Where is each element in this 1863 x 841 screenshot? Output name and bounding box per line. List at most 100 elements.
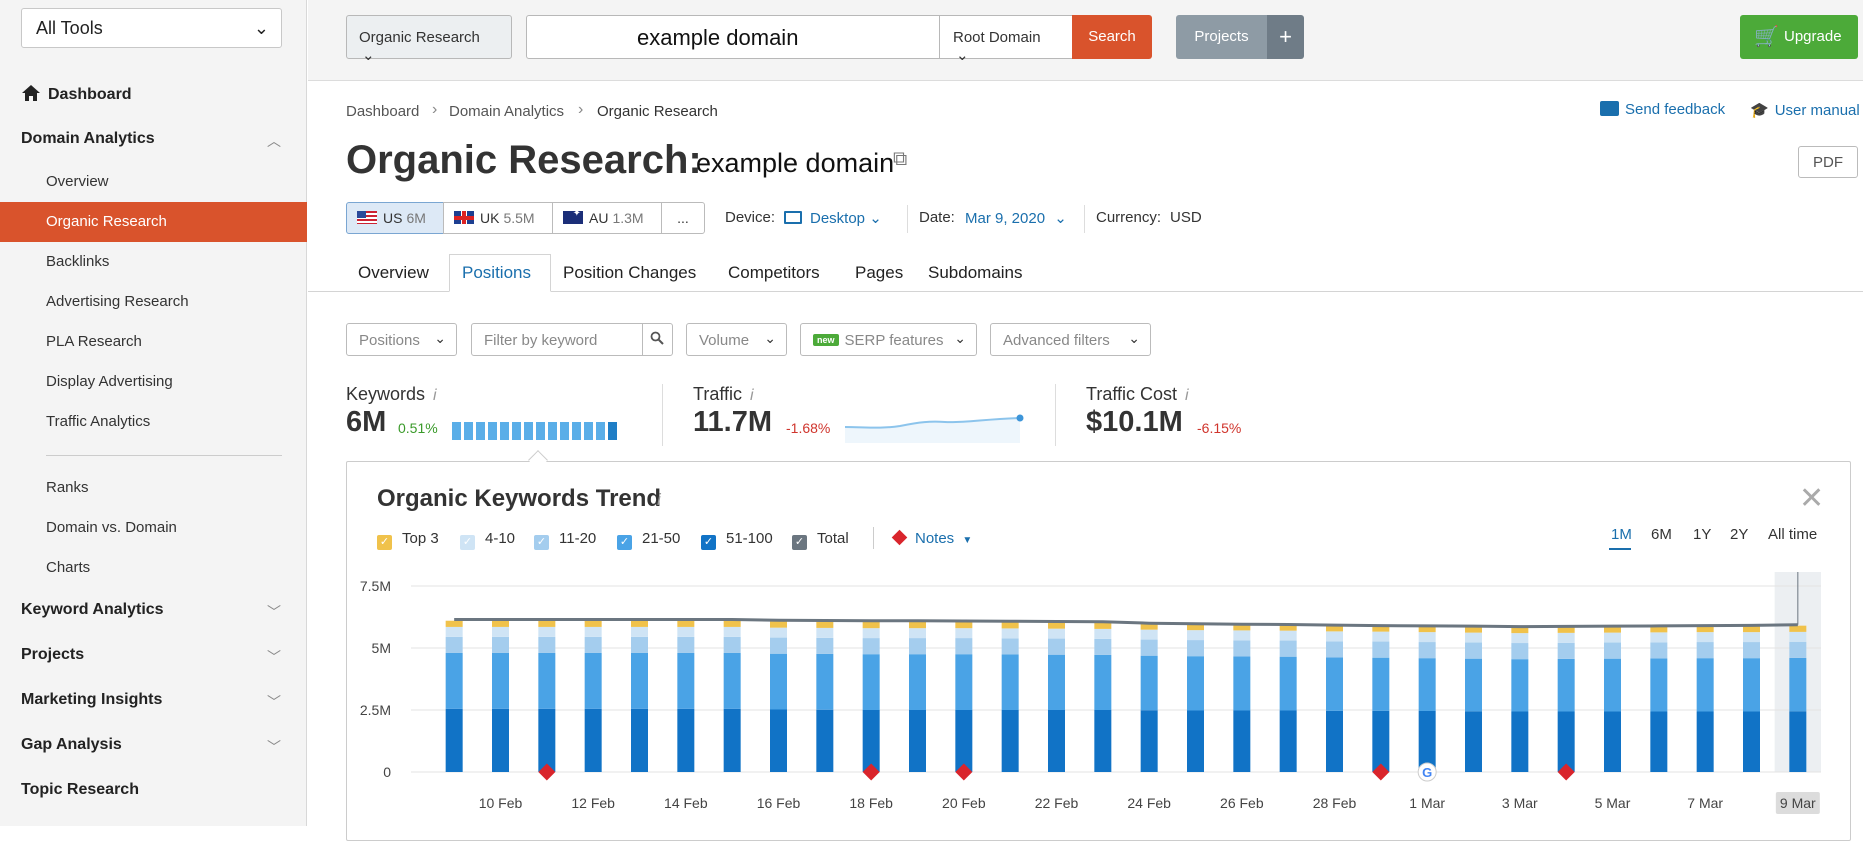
bar-segment xyxy=(1696,632,1714,643)
bar-segment xyxy=(816,627,834,638)
sidebar-item-ranks[interactable]: Ranks xyxy=(46,479,89,496)
organic-keywords-chart[interactable]: 0 2.5M 5M 7.5M G 10 Feb 12 Feb 14 Feb 16 Feb 18 F… xyxy=(346,562,1851,826)
divider xyxy=(907,205,908,233)
legend-51-100[interactable]: ✓ 51-100 xyxy=(701,530,773,550)
bar-segment xyxy=(1001,628,1019,639)
keywords-kpi-value[interactable]: 6M xyxy=(346,406,387,438)
close-icon[interactable]: ✕ xyxy=(1799,482,1825,515)
info-icon[interactable]: i xyxy=(1185,387,1189,404)
range-all-time[interactable]: All time xyxy=(1768,526,1818,543)
search-icon[interactable] xyxy=(642,323,673,356)
send-feedback-link[interactable]: Send feedback xyxy=(1600,101,1725,118)
sidebar-item-traffic-analytics[interactable]: Traffic Analytics xyxy=(46,413,151,430)
bar-segment xyxy=(445,626,463,637)
range-2y[interactable]: 2Y xyxy=(1730,526,1749,543)
database-us-button[interactable]: US 6M xyxy=(346,202,444,234)
tab-pages[interactable]: Pages xyxy=(855,263,904,282)
projects-button[interactable]: Projects xyxy=(1176,15,1267,59)
bar-segment xyxy=(909,654,926,710)
chevron-down-icon[interactable]: ﹀ xyxy=(267,739,281,755)
tab-position-changes[interactable]: Position Changes xyxy=(563,263,697,282)
breadcrumb-dashboard[interactable]: Dashboard xyxy=(346,103,420,120)
sidebar-item-overview[interactable]: Overview xyxy=(46,173,109,190)
sidebar-item-pla-research[interactable]: PLA Research xyxy=(46,333,142,350)
traffic-kpi-value[interactable]: 11.7M xyxy=(693,406,772,438)
bar-segment xyxy=(1789,625,1807,632)
bar-segment xyxy=(1140,629,1158,640)
database-uk-button[interactable]: UK 5.5M xyxy=(443,202,553,234)
range-1y[interactable]: 1Y xyxy=(1693,526,1712,543)
x-tick-label: 10 Feb xyxy=(479,795,523,811)
bar-segment xyxy=(1557,642,1575,659)
chevron-right-icon: › xyxy=(578,101,584,118)
bar-segment xyxy=(1789,641,1807,658)
database-au-button[interactable]: AU1.3M xyxy=(552,202,662,234)
more-databases-button[interactable]: ... xyxy=(661,202,705,234)
legend-top3[interactable]: ✓ Top 3 xyxy=(377,530,439,550)
legend-4-10[interactable]: ✓ 4-10 xyxy=(460,530,515,550)
sidebar-item-topic-research[interactable]: Topic Research xyxy=(21,781,139,798)
advanced-filters-button[interactable]: Advanced filters ⌄ xyxy=(990,323,1151,356)
sidebar-section-domain-analytics[interactable]: Domain Analytics xyxy=(21,130,155,148)
all-tools-select[interactable]: All Tools ⌄ xyxy=(21,8,282,48)
legend-11-20[interactable]: ✓ 11-20 xyxy=(534,530,596,550)
sidebar-item-backlinks[interactable]: Backlinks xyxy=(46,253,110,270)
bar-segment xyxy=(909,710,926,772)
chevron-down-icon[interactable]: ﹀ xyxy=(267,649,281,665)
upgrade-button[interactable]: 🛒 Upgrade xyxy=(1740,15,1858,59)
tool-dropdown[interactable]: Organic Research ⌄ xyxy=(346,15,512,64)
tab-subdomains[interactable]: Subdomains xyxy=(928,263,1023,282)
sidebar-section-marketing-insights[interactable]: Marketing Insights xyxy=(21,691,163,708)
sidebar-item-display-advertising[interactable]: Display Advertising xyxy=(46,373,173,390)
note-diamond-icon xyxy=(891,529,908,546)
tab-overview[interactable]: Overview xyxy=(358,263,429,282)
serp-features-filter[interactable]: new SERP features ⌄ xyxy=(800,323,977,356)
page-domain: example domain xyxy=(696,148,895,178)
chevron-down-icon: ⌄ xyxy=(1128,330,1140,346)
notes-dropdown[interactable]: Notes ▼ xyxy=(891,529,972,547)
legend-total[interactable]: ✓ Total xyxy=(792,530,849,550)
search-button[interactable]: Search xyxy=(1072,15,1152,59)
tab-positions[interactable]: Positions xyxy=(462,263,531,282)
sidebar-section-gap-analysis[interactable]: Gap Analysis xyxy=(21,736,122,753)
keyword-filter-input[interactable]: Filter by keyword xyxy=(471,323,643,356)
info-icon[interactable]: i xyxy=(750,387,754,404)
sidebar-item-charts[interactable]: Charts xyxy=(46,559,91,576)
sidebar-item-dashboard[interactable]: Dashboard xyxy=(21,84,132,104)
add-project-button[interactable]: + xyxy=(1267,15,1304,59)
chevron-down-icon[interactable]: ﹀ xyxy=(267,694,281,710)
bar-segment xyxy=(862,654,880,710)
traffic-cost-kpi-change: -6.15% xyxy=(1197,420,1242,436)
positions-filter[interactable]: Positions ⌄ xyxy=(346,323,457,356)
sidebar-item-advertising-research[interactable]: Advertising Research xyxy=(46,293,189,310)
chevron-down-icon[interactable]: ﹀ xyxy=(267,604,281,620)
volume-filter[interactable]: Volume ⌄ xyxy=(686,323,787,356)
bar-segment xyxy=(1465,626,1482,633)
range-1m[interactable]: 1M xyxy=(1611,526,1632,543)
sidebar-item-domain-vs-domain[interactable]: Domain vs. Domain xyxy=(46,519,177,536)
date-dropdown[interactable]: Mar 9, 2020 ⌄ xyxy=(965,209,1067,227)
info-icon[interactable]: i xyxy=(433,387,437,404)
user-manual-link[interactable]: 🎓 User manual xyxy=(1750,101,1860,119)
pdf-export-button[interactable]: PDF xyxy=(1798,146,1858,178)
tab-competitors[interactable]: Competitors xyxy=(728,263,820,282)
chevron-up-icon[interactable]: ︿ xyxy=(267,133,281,149)
legend-label: 21-50 xyxy=(642,530,681,547)
device-dropdown[interactable]: Desktop ⌄ xyxy=(784,209,882,227)
scope-dropdown[interactable]: Root Domain ⌄ xyxy=(939,15,1074,64)
info-icon[interactable]: i xyxy=(657,490,661,509)
range-6m[interactable]: 6M xyxy=(1651,526,1672,543)
bar-segment xyxy=(723,708,741,772)
legend-21-50[interactable]: ✓ 21-50 xyxy=(617,530,680,550)
bar-segment xyxy=(1743,711,1760,772)
external-link-icon[interactable]: ⧉ xyxy=(893,148,908,170)
domain-search-input[interactable]: example domain xyxy=(526,15,940,59)
bar-segment xyxy=(492,636,509,653)
sidebar-item-organic-research[interactable]: Organic Research xyxy=(46,213,167,230)
sidebar-section-projects[interactable]: Projects xyxy=(21,646,85,663)
monitor-icon xyxy=(784,211,802,224)
sidebar-section-keyword-analytics[interactable]: Keyword Analytics xyxy=(21,601,164,618)
traffic-cost-kpi-value[interactable]: $10.1M xyxy=(1086,406,1183,438)
breadcrumb-domain-analytics[interactable]: Domain Analytics xyxy=(449,103,565,120)
traffic-sparkline xyxy=(845,414,1024,443)
